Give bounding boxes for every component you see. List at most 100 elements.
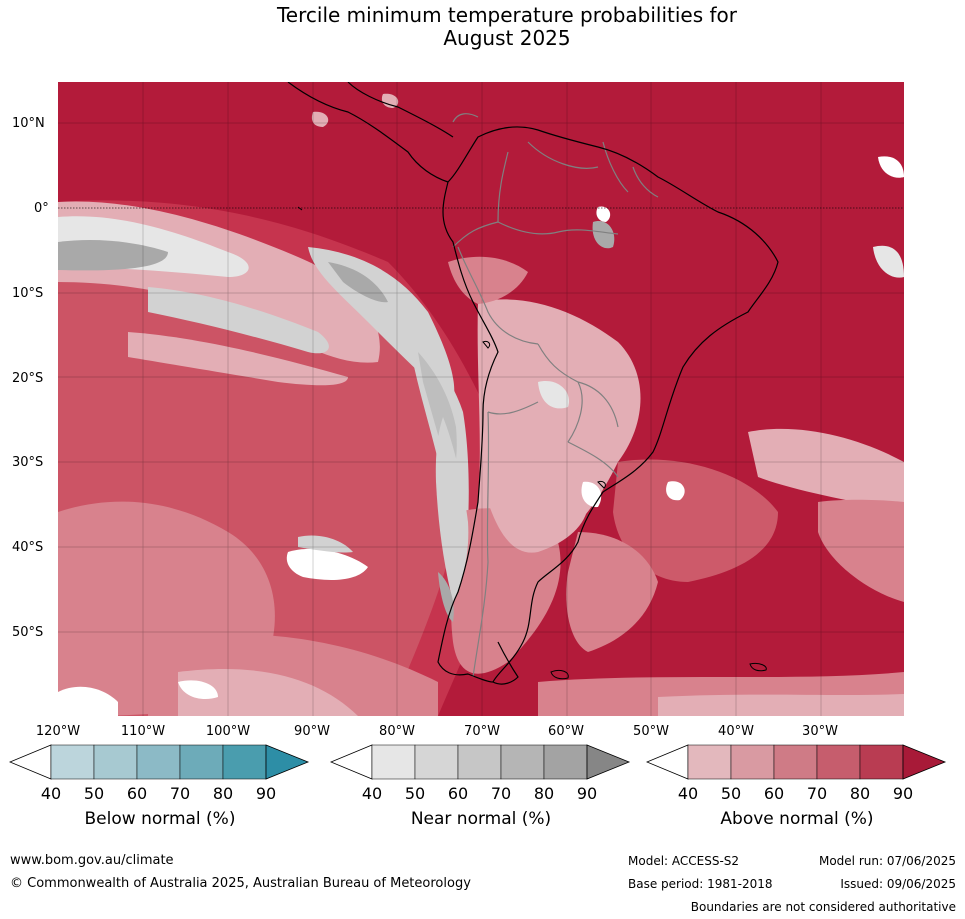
colorbar-above-normal [646,744,947,780]
probability-map [58,82,904,716]
colorbar-above-arrow-high [902,744,947,780]
lat-label-30s: 30°S [12,455,44,470]
lon-label-40w: 40°W [718,724,754,739]
colorbar-above-tick: 70 [806,784,828,803]
footer-issued: Issued: 09/06/2025 [840,877,956,891]
lat-label-0: 0° [34,201,49,216]
lon-label-100w: 100°W [205,724,251,739]
lon-label-30w: 30°W [802,724,838,739]
colorbar-near-segment [543,744,588,780]
footer-website[interactable]: www.bom.gov.au/climate [10,853,174,868]
colorbar-near-tick: 90 [576,784,598,803]
title-line-2: August 2025 [443,26,571,50]
footer-copyright: © Commonwealth of Australia 2025, Austra… [10,876,471,891]
colorbar-near-normal [330,744,631,780]
lon-label-50w: 50°W [633,724,669,739]
colorbar-label-above: Above normal (%) [720,809,874,829]
amazon-near [592,221,615,249]
patagonia-near80 [438,572,454,622]
colorbar-below-normal [9,744,310,780]
lon-label-80w: 80°W [379,724,415,739]
colorbar-below-tick: 90 [255,784,277,803]
lon-label-110w: 110°W [120,724,166,739]
lat-label-10n: 10°N [12,116,45,131]
atlantic-white-1 [666,481,685,501]
colorbar-near-segment [414,744,459,780]
amazon-white [596,206,611,222]
colorbar-below-tick: 80 [212,784,234,803]
lon-label-60w: 60°W [548,724,584,739]
peru-stripe-near80 [328,262,388,303]
lat-label-10s: 10°S [12,286,44,301]
colorbar-above-tick: 90 [892,784,914,803]
title-line-1: Tercile minimum temperature probabilitie… [276,3,738,27]
lon-label-90w: 90°W [294,724,330,739]
atlantic-70 [613,459,778,582]
mid-pacific-stripe [148,287,329,354]
pacific-tongue-near80 [58,240,168,271]
colorbar-above-segment [773,744,818,780]
east-white-2 [878,156,904,178]
coastline [287,82,779,685]
south-white-patch [178,680,218,700]
colorbar-near-segment [457,744,502,780]
country-borders [452,113,659,678]
colorbar-below-segment [50,744,95,780]
east-white-1 [873,245,904,278]
east-atlantic-60 [818,499,904,602]
colorbar-below-arrow-high [265,744,310,780]
map-title: Tercile minimum temperature probabilitie… [0,4,965,50]
islands [297,206,767,680]
colorbar-below-tick: 50 [83,784,105,803]
uruguay-white [581,481,602,508]
colorbar-near-arrow-low [330,744,373,780]
footer-model-run: Model run: 07/06/2025 [818,854,956,868]
colorbar-near-tick: 50 [404,784,426,803]
footer-base-period: Base period: 1981-2018 [628,877,773,891]
colorbar-below-segment [222,744,267,780]
footer-disclaimer: Boundaries are not considered authoritat… [690,900,956,914]
colorbar-near-segment [371,744,416,780]
colorbar-above-segment [859,744,904,780]
colorbar-below-tick: 70 [169,784,191,803]
south-atlantic-50 [658,694,904,716]
colorbar-near-segment [500,744,545,780]
colorbar-below-segment [179,744,224,780]
colorbar-above-tick: 50 [720,784,742,803]
argentina-50 [488,458,589,553]
colorbar-above-tick: 80 [849,784,871,803]
colorbar-near-tick: 80 [533,784,555,803]
southwest-corner-white [58,686,118,716]
colorbar-above-arrow-low [646,744,689,780]
lon-label-120w: 120°W [35,724,81,739]
atlantic-60 [566,532,658,652]
colorbar-above-tick: 40 [677,784,699,803]
colorbar-below-segment [136,744,181,780]
footer-model: Model: ACCESS-S2 [628,854,740,868]
colorbar-below-tick: 60 [126,784,148,803]
atlantic-50 [748,428,904,512]
colorbar-near-tick: 70 [490,784,512,803]
colorbar-near-arrow-high [586,744,631,780]
colorbar-label-near: Near normal (%) [410,809,552,829]
andes-near [435,417,469,602]
colorbar-below-segment [93,744,138,780]
north-white-2 [381,93,399,108]
colorbar-label-below: Below normal (%) [84,809,236,829]
colorbar-near-tick: 40 [361,784,383,803]
lat-label-40s: 40°S [12,540,44,555]
pacific-near-patch [298,535,353,553]
colorbar-above-segment [687,744,732,780]
colorbar-above-segment [816,744,861,780]
colorbar-near-tick: 60 [447,784,469,803]
lat-label-20s: 20°S [12,371,44,386]
north-white-1 [311,111,329,127]
lon-label-70w: 70°W [464,724,500,739]
pacific-white-patch [286,548,368,580]
south-band-50 [178,668,358,716]
mid-pacific-stripe-50 [128,332,348,386]
colorbar-below-tick: 40 [40,784,62,803]
sa-light-patch [538,381,569,409]
colorbar-below-arrow-low [9,744,52,780]
gridlines [58,82,904,716]
